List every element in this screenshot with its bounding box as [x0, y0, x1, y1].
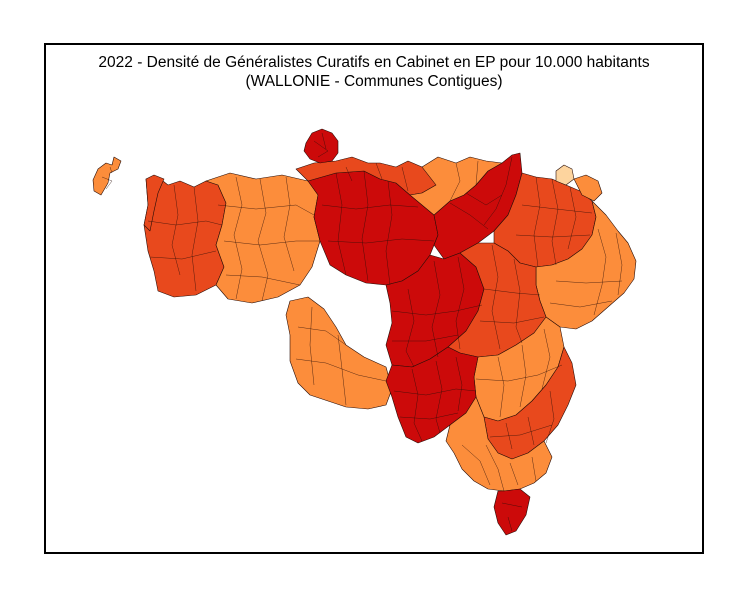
map-frame: 2022 - Densité de Généralistes Curatifs …: [44, 43, 704, 554]
commune-region-comines: [92, 156, 122, 196]
commune-region-plombieres: [573, 174, 603, 202]
commune-region-hainaut-south: [285, 296, 393, 410]
map-title: 2022 - Densité de Généralistes Curatifs …: [46, 53, 702, 91]
wallonia-choropleth-map: [92, 128, 637, 536]
commune-region-arlon: [445, 396, 553, 492]
commune-borders: [101, 132, 623, 532]
commune-region-voeren: [555, 164, 575, 186]
commune-region-hainaut-central: [205, 172, 321, 304]
map-title-line-2: (WALLONIE - Communes Contigues): [245, 73, 503, 90]
commune-region-mouscron: [143, 174, 165, 232]
commune-region-virton: [493, 488, 531, 536]
commune-region-hesbaye: [409, 156, 503, 216]
map-title-line-1: 2022 - Densité de Généralistes Curatifs …: [98, 54, 650, 71]
